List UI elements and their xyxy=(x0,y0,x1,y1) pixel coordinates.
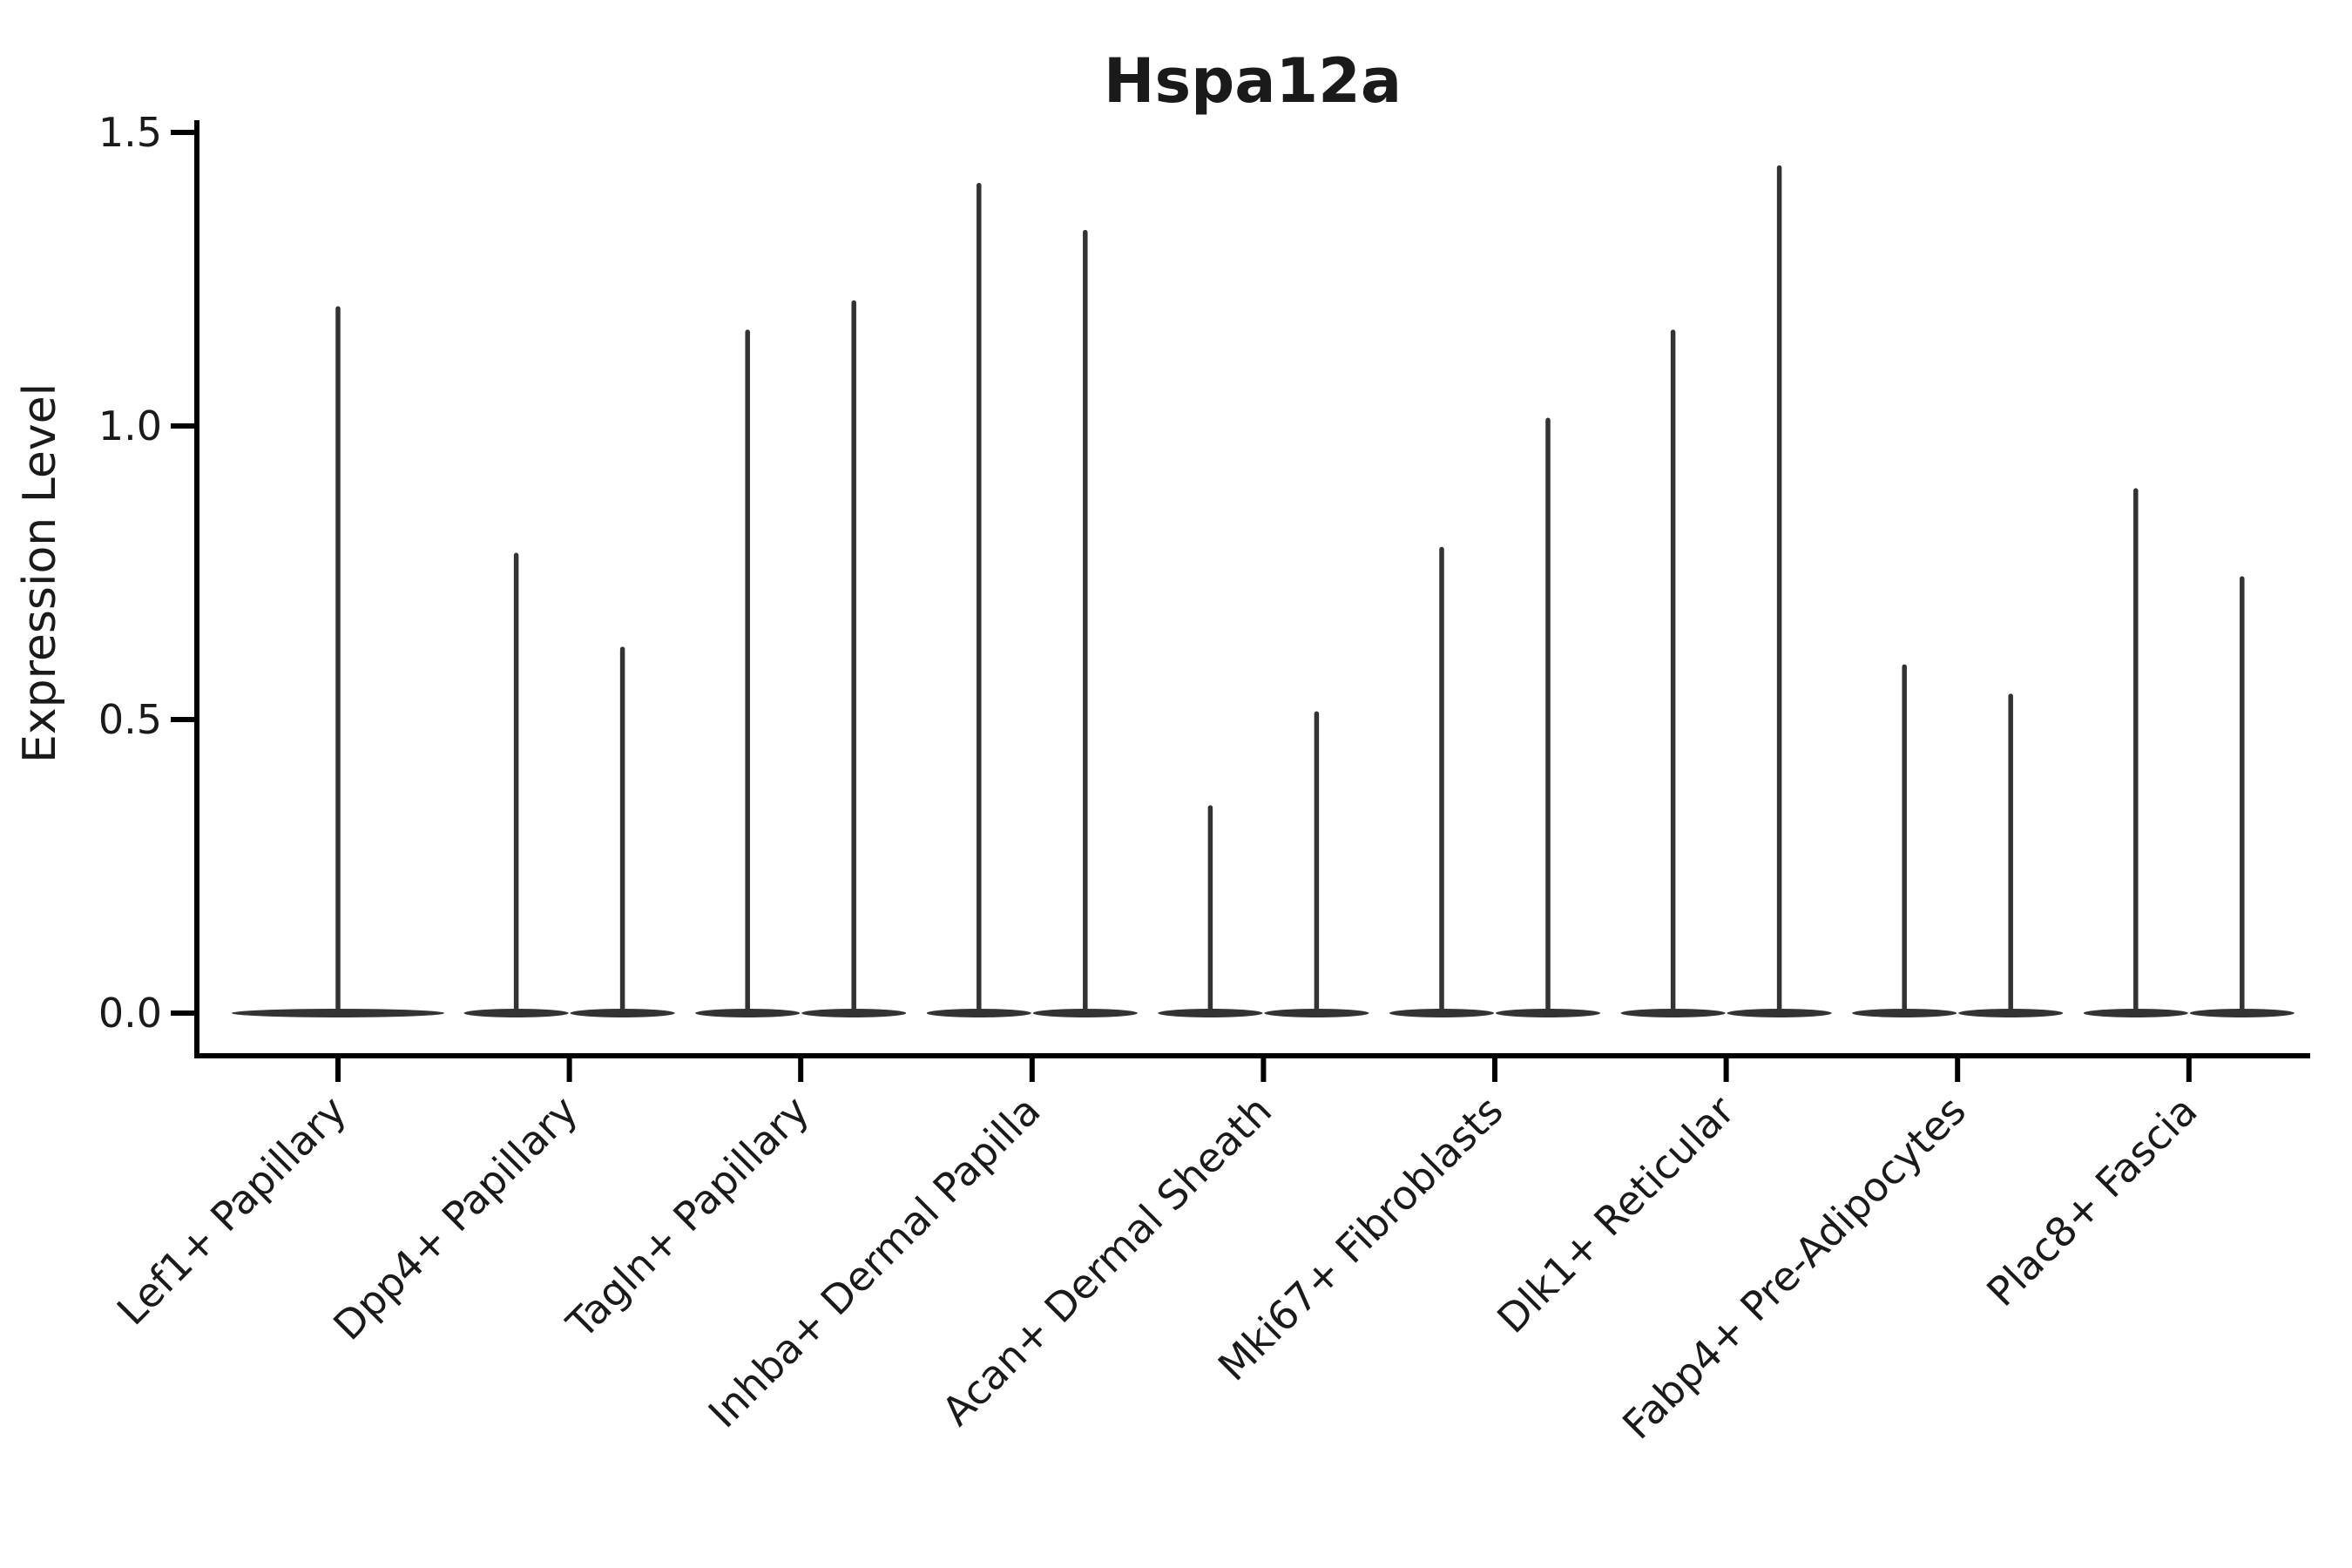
chart-title: Hspa12a xyxy=(1103,45,1402,117)
x-tick-label: Dpp4+ Papillary xyxy=(324,1087,586,1349)
y-tick-label: 0.0 xyxy=(98,990,162,1037)
y-tick-label: 0.5 xyxy=(98,696,162,743)
x-tick-label: Dlk1+ Reticular xyxy=(1488,1087,1743,1342)
y-tick-label: 1.0 xyxy=(98,402,162,449)
x-tick-label: Plac8+ Fascia xyxy=(1977,1087,2206,1315)
x-tick-label: Lef1+ Papillary xyxy=(108,1087,355,1335)
y-tick-label: 1.5 xyxy=(98,109,162,156)
x-tick-label: Tagln+ Papillary xyxy=(557,1087,818,1348)
